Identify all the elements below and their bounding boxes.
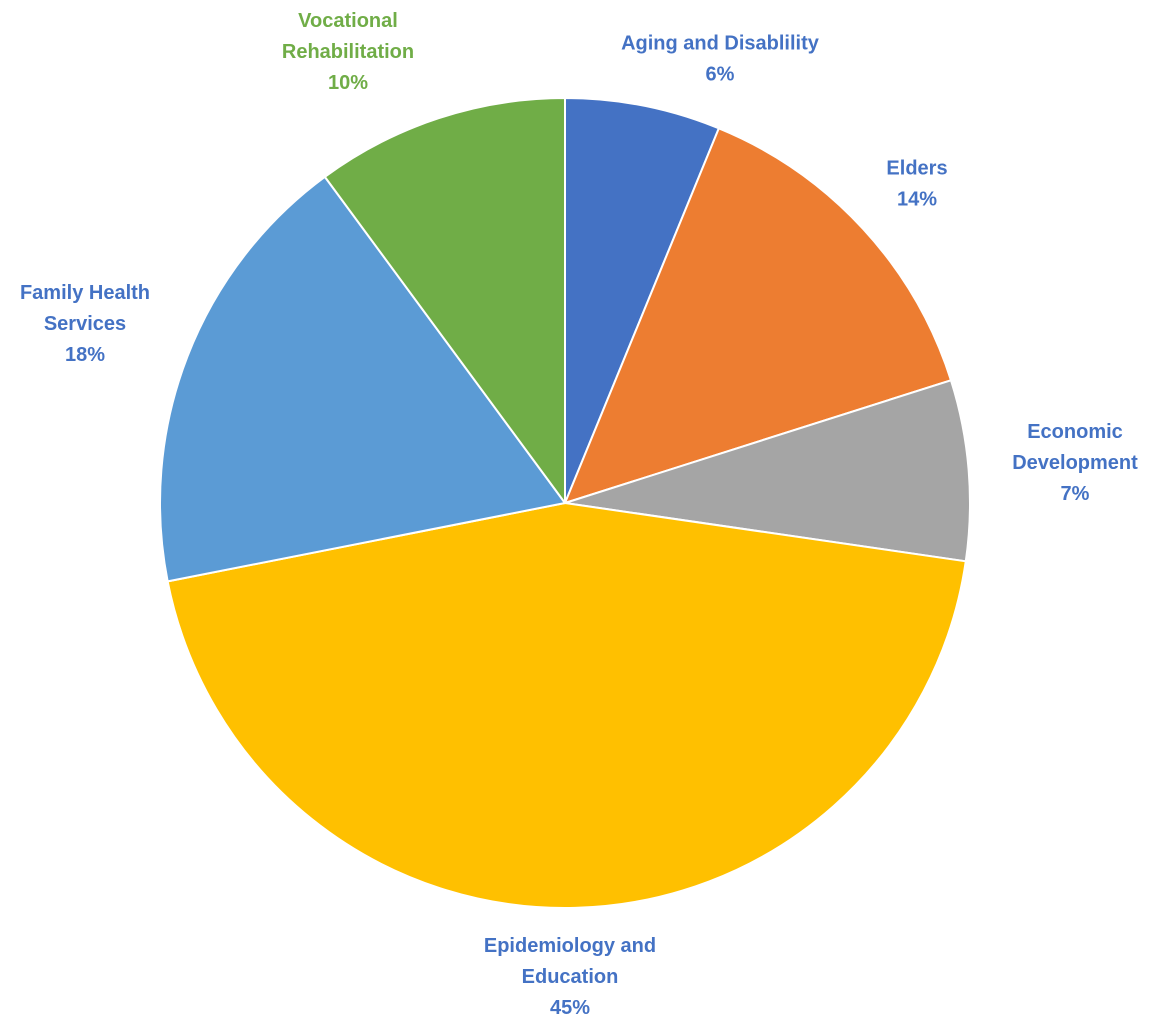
label-aging-and-disability: Aging and Disablility 6% xyxy=(621,33,820,86)
label-category-text: Epidemiology and xyxy=(484,935,656,957)
slice-epidemiology-and-education xyxy=(166,502,967,909)
label-category-text: Education xyxy=(522,966,619,988)
label-category-text: Aging and Disablility xyxy=(621,33,820,55)
slice-vocational-rehabilitation xyxy=(323,97,566,504)
label-percent: 10% xyxy=(328,72,368,94)
label-percent: 45% xyxy=(550,997,590,1019)
label-category-text: Economic xyxy=(1027,421,1123,443)
slice-family-health-services xyxy=(159,175,566,583)
pie-data-labels: Aging and Disablility 6% Elders 14% Economic… xyxy=(20,10,1138,1019)
label-economic-development: Economic Development 7% xyxy=(1012,421,1138,505)
label-percent: 14% xyxy=(897,189,937,211)
label-percent: 6% xyxy=(706,64,735,86)
slice-economic-development xyxy=(564,379,971,563)
slice-aging-and-disability xyxy=(564,97,720,504)
slice-elders xyxy=(564,127,952,504)
label-epidemiology-and-education: Epidemiology and Education 45% xyxy=(484,935,656,1019)
label-elders: Elders 14% xyxy=(886,158,947,211)
label-category-text: Family Health xyxy=(20,282,150,304)
label-category-text: Development xyxy=(1012,452,1138,474)
label-category-text: Vocational xyxy=(298,10,398,32)
label-category-text: Elders xyxy=(886,158,947,180)
pie-slices xyxy=(159,97,971,909)
label-vocational-rehabilitation: Vocational Rehabilitation 10% xyxy=(282,10,414,94)
label-family-health-services: Family Health Services 18% xyxy=(20,282,150,366)
label-percent: 7% xyxy=(1061,483,1090,505)
label-category-text: Services xyxy=(44,313,126,335)
label-category-text: Rehabilitation xyxy=(282,41,414,63)
label-percent: 18% xyxy=(65,344,105,366)
